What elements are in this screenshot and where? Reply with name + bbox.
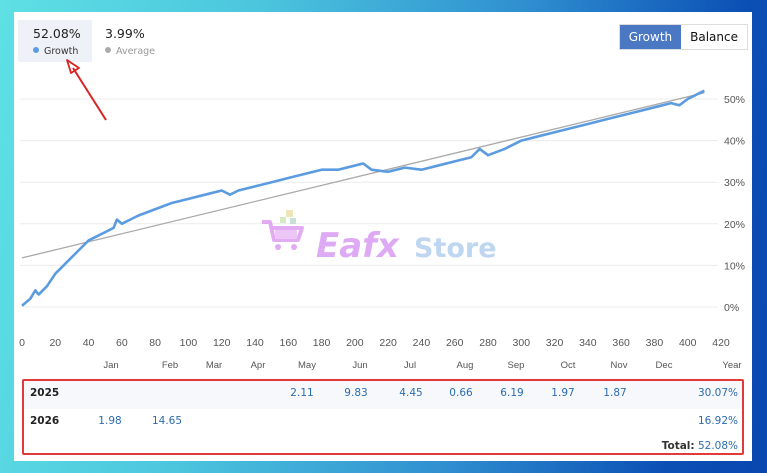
svg-text:320: 320 <box>546 337 564 349</box>
y-axis-labels: 0% 10% 20% 30% 40% 50% <box>724 94 745 314</box>
svg-text:40: 40 <box>83 337 95 349</box>
chart-mode-toggle: Growth Balance <box>618 24 748 50</box>
trend-line <box>21 92 705 259</box>
svg-text:360: 360 <box>612 337 630 349</box>
svg-text:240: 240 <box>413 337 431 349</box>
svg-text:40%: 40% <box>724 136 745 148</box>
svg-text:420: 420 <box>712 337 730 349</box>
svg-text:140: 140 <box>246 337 264 349</box>
month-value: 6.19 <box>500 387 524 399</box>
month-value: 1.87 <box>603 387 627 399</box>
year-label: 2025 <box>30 387 60 399</box>
svg-text:Jul: Jul <box>404 360 416 371</box>
growth-line <box>21 89 705 307</box>
svg-text:Oct: Oct <box>561 360 576 371</box>
average-legend: Average <box>105 46 155 57</box>
month-value: 9.83 <box>344 387 368 399</box>
svg-text:100: 100 <box>180 337 198 349</box>
svg-text:Eafx: Eafx <box>316 226 400 266</box>
svg-text:380: 380 <box>646 337 664 349</box>
table-row: 2026 1.98 14.65 16.92% <box>24 409 742 437</box>
year-total: 30.07% <box>697 387 738 399</box>
svg-text:340: 340 <box>579 337 597 349</box>
svg-text:280: 280 <box>479 337 497 349</box>
x-axis-labels: 0 20 40 60 80 100 120 140 160 180 200 220 240 260 280 3… <box>19 337 730 349</box>
svg-text:Apr: Apr <box>251 360 266 371</box>
svg-text:Store: Store <box>414 233 497 264</box>
month-value: 1.97 <box>551 387 575 399</box>
svg-text:0: 0 <box>19 337 25 349</box>
gridlines <box>20 98 718 308</box>
svg-text:May: May <box>298 360 316 371</box>
svg-text:30%: 30% <box>724 177 745 189</box>
month-value: 1.98 <box>98 415 122 427</box>
svg-text:Mar: Mar <box>206 360 222 371</box>
watermark-logo: Eafx Store <box>262 210 497 266</box>
svg-text:220: 220 <box>379 337 397 349</box>
svg-text:Jan: Jan <box>103 360 118 371</box>
svg-text:Jun: Jun <box>352 360 367 371</box>
growth-dot-icon <box>33 47 39 53</box>
growth-button[interactable]: Growth <box>619 25 682 49</box>
svg-text:260: 260 <box>446 337 464 349</box>
svg-text:50%: 50% <box>724 94 745 106</box>
svg-text:10%: 10% <box>724 260 745 272</box>
year-total: 16.92% <box>697 415 738 427</box>
svg-text:Nov: Nov <box>611 360 628 371</box>
svg-text:200: 200 <box>346 337 364 349</box>
svg-text:Aug: Aug <box>457 360 474 371</box>
svg-text:Dec: Dec <box>656 360 673 371</box>
year-label: 2026 <box>30 415 60 427</box>
svg-text:60: 60 <box>116 337 128 349</box>
month-value: 0.66 <box>449 387 473 399</box>
month-value: 4.45 <box>399 387 423 399</box>
average-stat[interactable]: 3.99% Average <box>100 20 180 62</box>
growth-value: 52.08% <box>33 26 81 41</box>
month-value: 2.11 <box>290 387 314 399</box>
svg-text:120: 120 <box>213 337 231 349</box>
svg-text:80: 80 <box>149 337 161 349</box>
average-value: 3.99% <box>105 26 145 41</box>
svg-text:160: 160 <box>280 337 298 349</box>
table-row: 2025 2.11 9.83 4.45 0.66 6.19 1.97 1.87 … <box>24 381 742 409</box>
growth-chart: Eafx Store 0% 10% 20% 30% 40% 50% 0 20 40 60 80 10… <box>19 89 745 371</box>
month-labels: Jan Feb Mar Apr May Jun Jul Aug Sep Oct Nov Dec Year <box>103 360 741 371</box>
average-dot-icon <box>105 47 111 53</box>
svg-text:Year: Year <box>722 360 741 371</box>
svg-text:20%: 20% <box>724 219 745 231</box>
svg-text:Feb: Feb <box>162 360 178 371</box>
growth-legend: Growth <box>33 46 78 57</box>
chart-card: Eafx Store 0% 10% 20% 30% 40% 50% 0 20 40 60 80 10… <box>14 12 752 461</box>
svg-text:400: 400 <box>679 337 697 349</box>
svg-text:20: 20 <box>49 337 61 349</box>
svg-text:0%: 0% <box>724 302 739 314</box>
growth-stat[interactable]: 52.08% Growth <box>18 20 92 62</box>
monthly-returns-table: 2025 2.11 9.83 4.45 0.66 6.19 1.97 1.87 … <box>22 379 744 455</box>
month-value: 14.65 <box>151 415 183 427</box>
svg-text:Sep: Sep <box>508 360 525 371</box>
svg-text:180: 180 <box>313 337 331 349</box>
grand-total: Total: 52.08% <box>661 440 738 452</box>
svg-text:300: 300 <box>513 337 531 349</box>
balance-button[interactable]: Balance <box>681 25 747 49</box>
